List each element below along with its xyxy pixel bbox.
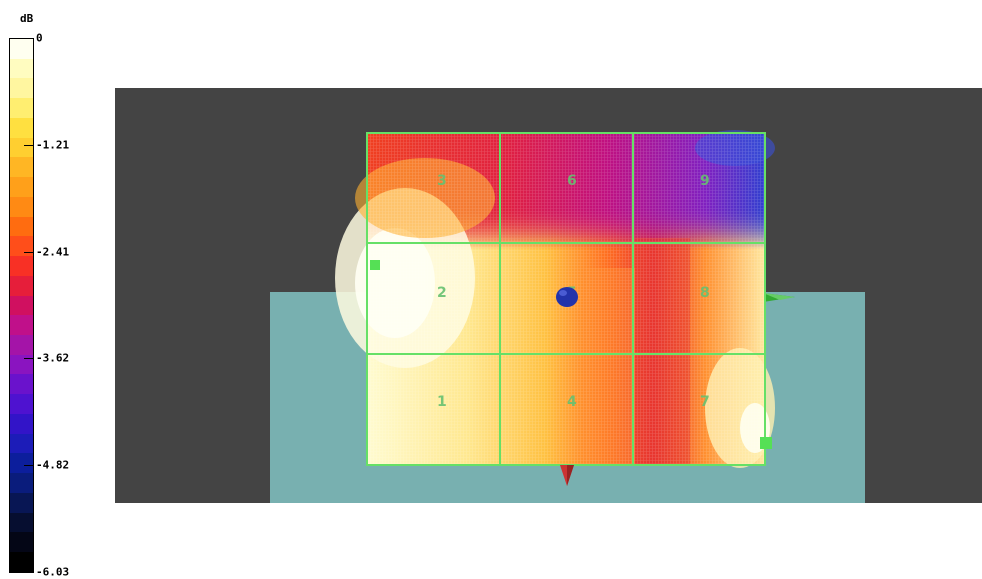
legend-swatch (10, 335, 33, 355)
3d-viewport[interactable]: 3 6 9 2 5 8 1 4 7 (115, 88, 982, 503)
legend-swatch (10, 39, 33, 59)
grid-cell-label: 1 (437, 394, 447, 410)
legend-swatch (10, 473, 33, 493)
legend-tick (24, 358, 34, 360)
grid-cell-label: 3 (437, 173, 447, 189)
grid-cell-label: 4 (567, 394, 577, 410)
legend-swatch (10, 394, 33, 414)
legend-swatch (10, 177, 33, 197)
color-legend: dB 0 -1.21 -2.41 -3.62 -4.82 -6.03 (0, 0, 90, 579)
legend-tick (24, 572, 34, 573)
probe-ball[interactable] (556, 287, 578, 307)
bottom-axis-cone (560, 465, 574, 486)
legend-swatch (10, 196, 33, 217)
legend-tick-label: -2.41 (36, 245, 70, 259)
legend-tick (24, 38, 34, 39)
legend-swatch (10, 216, 33, 237)
legend-swatch (10, 492, 33, 513)
left-marker[interactable] (370, 260, 380, 270)
legend-swatch (10, 295, 33, 316)
legend-swatch (10, 137, 33, 158)
grid-cell-label: 6 (567, 173, 577, 189)
grid-cell-label: 7 (700, 394, 710, 410)
legend-swatch (10, 117, 33, 138)
legend-tick-label: 0 (36, 31, 43, 45)
legend-tick (24, 251, 34, 253)
legend-color-bar (9, 38, 34, 573)
legend-tick (24, 465, 34, 467)
legend-tick-label: -4.82 (36, 458, 70, 472)
legend-swatch (10, 58, 33, 79)
grid-cell-label: 9 (700, 173, 710, 189)
legend-tick (24, 144, 34, 146)
legend-swatch (10, 532, 33, 553)
grid-cell-label: 8 (700, 285, 710, 301)
legend-tick-label: -3.62 (36, 351, 70, 365)
scene-canvas[interactable]: 3 6 9 2 5 8 1 4 7 (115, 88, 982, 503)
legend-swatch (10, 236, 33, 257)
right-marker[interactable] (760, 437, 772, 449)
legend-swatch (10, 374, 33, 395)
legend-swatch (10, 256, 33, 276)
legend-swatch (10, 78, 33, 99)
legend-swatch (10, 98, 33, 118)
grid-cell-label: 2 (437, 285, 447, 301)
legend-swatch (10, 552, 33, 572)
legend-tick-label: -1.21 (36, 138, 70, 152)
legend-swatch (10, 275, 33, 296)
legend-unit-label: dB (20, 12, 34, 25)
legend-tick-label: -6.03 (36, 565, 70, 579)
legend-swatch (10, 512, 33, 533)
legend-swatch (10, 315, 33, 336)
legend-swatch (10, 157, 33, 178)
legend-swatch (10, 354, 33, 375)
legend-swatch (10, 413, 33, 434)
legend-swatch (10, 433, 33, 454)
legend-swatch (10, 453, 33, 474)
